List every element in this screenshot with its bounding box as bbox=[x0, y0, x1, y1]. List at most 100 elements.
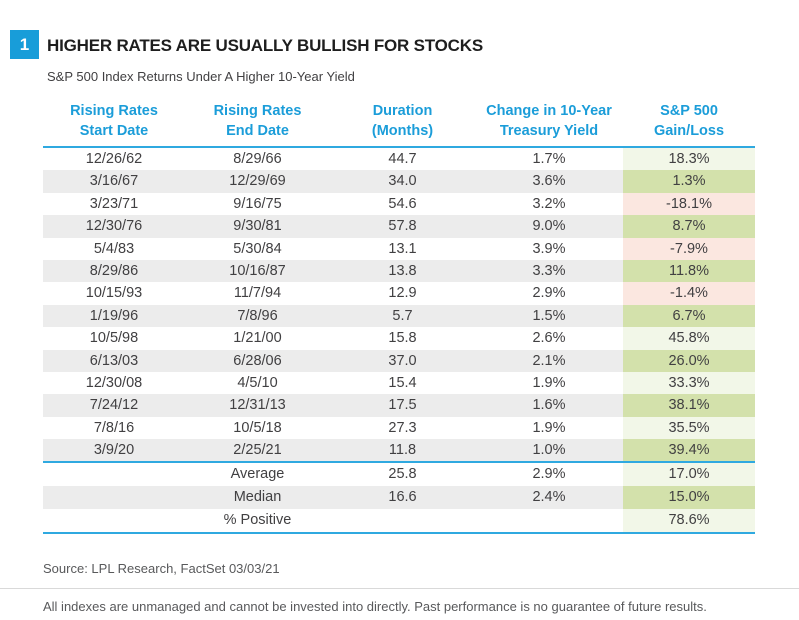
figure-title: HIGHER RATES ARE USUALLY BULLISH FOR STO… bbox=[47, 36, 483, 55]
table-row: 10/5/98 1/21/00 15.8 2.6% 45.8% bbox=[43, 327, 755, 350]
gain-loss-cell: 11.8% bbox=[623, 259, 755, 283]
duration-cell: 57.8 bbox=[388, 218, 417, 235]
figure-subtitle: S&P 500 Index Returns Under A Higher 10-… bbox=[47, 69, 355, 84]
yield-change-cell: 1.7% bbox=[532, 151, 566, 167]
footer-divider bbox=[0, 587, 799, 589]
column-header-line: Rising Rates bbox=[70, 103, 158, 119]
duration-cell: 25.8 bbox=[388, 466, 417, 483]
column-header-start-date: Rising Rates Start Date bbox=[43, 101, 185, 141]
duration-cell: 34.0 bbox=[388, 173, 417, 190]
summary-label-cell: % Positive bbox=[223, 511, 292, 528]
gain-loss-cell: 33.3% bbox=[623, 371, 755, 395]
duration-cell: 13.8 bbox=[388, 262, 417, 279]
column-header-line: (Months) bbox=[371, 123, 434, 139]
table-row: 6/13/03 6/28/06 37.0 2.1% 26.0% bbox=[43, 349, 755, 372]
end-date-cell: 10/16/87 bbox=[229, 262, 286, 279]
start-date-cell: 5/4/83 bbox=[93, 240, 135, 257]
column-header-line: End Date bbox=[226, 123, 289, 139]
gain-loss-cell: 39.4% bbox=[623, 439, 755, 462]
yield-change-cell: 3.2% bbox=[532, 195, 566, 212]
empty-cell bbox=[43, 486, 185, 509]
table-header-row: Rising Rates Start Date Rising Rates End… bbox=[43, 101, 755, 148]
yield-change-cell: 1.9% bbox=[532, 419, 566, 436]
gain-loss-cell: 38.1% bbox=[623, 394, 755, 417]
end-date-cell: 4/5/10 bbox=[237, 374, 278, 391]
end-date-cell: 2/25/21 bbox=[233, 442, 282, 459]
table-row: 7/24/12 12/31/13 17.5 1.6% 38.1% bbox=[43, 394, 755, 417]
column-header-line: Duration bbox=[372, 103, 433, 119]
figure-titles: HIGHER RATES ARE USUALLY BULLISH FOR STO… bbox=[47, 30, 483, 84]
table-row: 3/23/71 9/16/75 54.6 3.2% -18.1% bbox=[43, 192, 755, 216]
yield-change-cell: 2.9% bbox=[532, 466, 566, 483]
end-date-cell: 12/29/69 bbox=[229, 173, 286, 190]
end-date-cell: 9/16/75 bbox=[233, 195, 282, 212]
table-row: Median 16.6 2.4% 15.0% bbox=[43, 486, 755, 509]
gain-loss-cell: 26.0% bbox=[623, 349, 755, 372]
table-row: 1/19/96 7/8/96 5.7 1.5% 6.7% bbox=[43, 304, 755, 328]
start-date-cell: 6/13/03 bbox=[89, 352, 139, 369]
start-date-cell: 3/16/67 bbox=[89, 173, 139, 190]
summary-label-cell: Median bbox=[233, 489, 282, 506]
duration-cell: 16.6 bbox=[388, 489, 417, 506]
table-row: 12/30/08 4/5/10 15.4 1.9% 33.3% bbox=[43, 371, 755, 395]
duration-cell: 54.6 bbox=[388, 195, 417, 212]
gain-loss-cell: 18.3% bbox=[623, 148, 755, 171]
start-date-cell: 1/19/96 bbox=[89, 307, 139, 324]
gain-loss-cell: 15.0% bbox=[623, 486, 755, 509]
duration-cell: 37.0 bbox=[388, 352, 417, 369]
duration-cell: 27.3 bbox=[388, 419, 417, 436]
start-date-cell: 10/15/93 bbox=[85, 285, 143, 302]
gain-loss-cell: 6.7% bbox=[623, 304, 755, 328]
duration-cell: 11.8 bbox=[388, 442, 417, 459]
end-date-cell: 1/21/00 bbox=[233, 330, 282, 347]
gain-loss-cell: -7.9% bbox=[623, 237, 755, 260]
gain-loss-cell: 1.3% bbox=[623, 170, 755, 193]
start-date-cell: 12/30/76 bbox=[85, 218, 143, 235]
end-date-cell: 9/30/81 bbox=[233, 218, 282, 235]
end-date-cell: 11/7/94 bbox=[233, 285, 282, 302]
duration-cell: 15.4 bbox=[388, 374, 417, 391]
duration-cell bbox=[330, 509, 475, 532]
duration-cell: 44.7 bbox=[388, 151, 417, 167]
table-row: Average 25.8 2.9% 17.0% bbox=[43, 463, 755, 487]
yield-change-cell: 2.6% bbox=[532, 330, 566, 347]
column-header-line: S&P 500 bbox=[660, 103, 718, 119]
start-date-cell: 8/29/86 bbox=[89, 262, 139, 279]
end-date-cell: 7/8/96 bbox=[237, 307, 278, 324]
gain-loss-cell: 45.8% bbox=[623, 327, 755, 350]
yield-change-cell: 2.1% bbox=[532, 352, 566, 369]
end-date-cell: 6/28/06 bbox=[233, 352, 282, 369]
gain-loss-cell: -18.1% bbox=[623, 192, 755, 216]
table-row: 3/9/20 2/25/21 11.8 1.0% 39.4% bbox=[43, 439, 755, 462]
disclaimer-text: All indexes are unmanaged and cannot be … bbox=[43, 598, 707, 614]
returns-table: Rising Rates Start Date Rising Rates End… bbox=[43, 101, 755, 534]
yield-change-cell: 3.6% bbox=[532, 173, 566, 190]
start-date-cell: 7/8/16 bbox=[93, 419, 135, 436]
yield-change-cell: 1.6% bbox=[532, 397, 566, 414]
figure-number-badge: 1 bbox=[10, 30, 39, 59]
gain-loss-cell: -1.4% bbox=[623, 282, 755, 305]
table-summary: Average 25.8 2.9% 17.0% Median 16.6 2.4% 15.0%%… bbox=[43, 463, 755, 534]
column-header-gain-loss: S&P 500 Gain/Loss bbox=[623, 101, 755, 141]
start-date-cell: 12/26/62 bbox=[85, 151, 143, 167]
duration-cell: 12.9 bbox=[388, 285, 417, 302]
start-date-cell: 10/5/98 bbox=[89, 330, 139, 347]
duration-cell: 13.1 bbox=[388, 240, 417, 257]
column-header-line: Rising Rates bbox=[213, 103, 302, 119]
table-row: 8/29/86 10/16/87 13.8 3.3% 11.8% bbox=[43, 259, 755, 283]
duration-cell: 15.8 bbox=[388, 330, 417, 347]
table-row: 3/16/67 12/29/69 34.0 3.6% 1.3% bbox=[43, 170, 755, 193]
end-date-cell: 5/30/84 bbox=[233, 240, 282, 257]
empty-cell bbox=[43, 509, 185, 532]
gain-loss-cell: 8.7% bbox=[623, 215, 755, 238]
table-row: 10/15/93 11/7/94 12.9 2.9% -1.4% bbox=[43, 282, 755, 305]
end-date-cell: 8/29/66 bbox=[233, 151, 282, 167]
start-date-cell: 12/30/08 bbox=[85, 374, 143, 391]
end-date-cell: 10/5/18 bbox=[233, 419, 282, 436]
yield-change-cell: 1.0% bbox=[532, 442, 566, 459]
yield-change-cell bbox=[475, 509, 623, 532]
yield-change-cell: 1.5% bbox=[532, 307, 566, 324]
start-date-cell: 3/9/20 bbox=[93, 442, 135, 459]
table-row: 12/30/76 9/30/81 57.8 9.0% 8.7% bbox=[43, 215, 755, 238]
